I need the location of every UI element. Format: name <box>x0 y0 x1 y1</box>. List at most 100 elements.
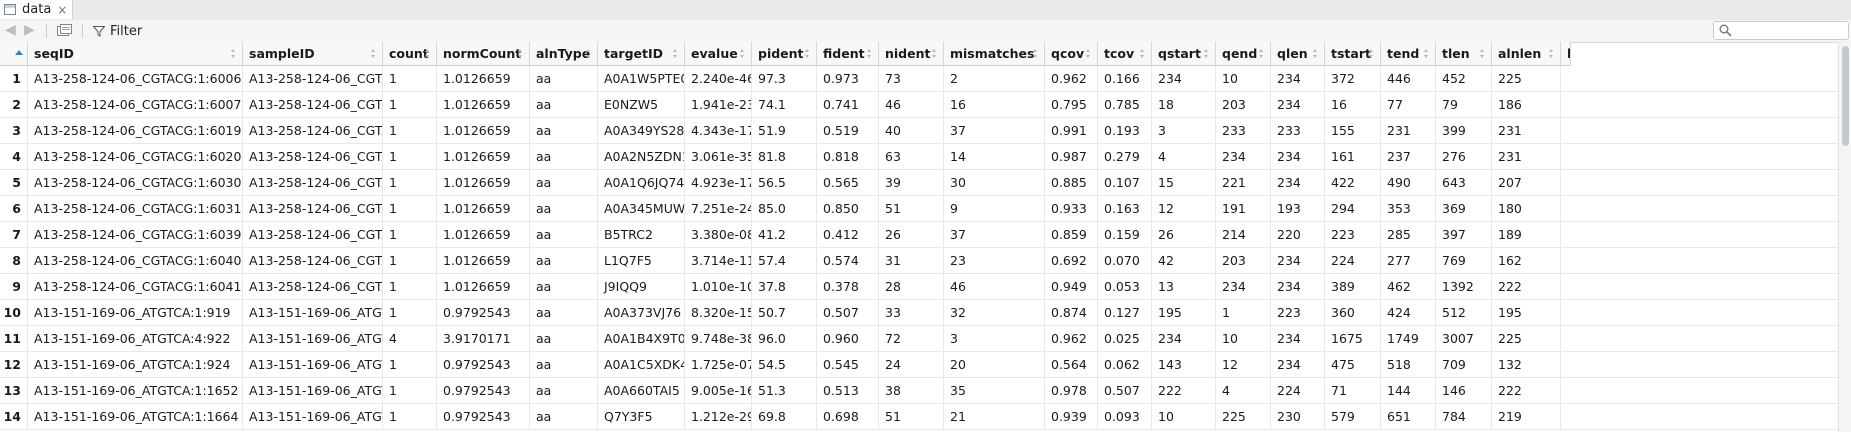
table-cell-qstart[interactable]: 143 <box>1152 352 1216 378</box>
table-cell-alnlen[interactable]: 162 <box>1492 248 1561 274</box>
table-cell-alntype[interactable]: aa <box>530 248 598 274</box>
table-cell-qend[interactable]: 191 <box>1216 196 1271 222</box>
table-cell-nident[interactable]: 72 <box>879 326 944 352</box>
table-cell-qcov[interactable]: 0.795 <box>1045 92 1098 118</box>
table-cell-tcov[interactable]: 0.507 <box>1098 378 1152 404</box>
column-header-mismatches[interactable]: mismatches <box>944 42 1045 66</box>
table-cell-count[interactable]: 1 <box>383 144 437 170</box>
table-cell-alntype[interactable]: aa <box>530 404 598 430</box>
table-cell-fident[interactable]: 0.565 <box>817 170 879 196</box>
table-cell-nident[interactable]: 31 <box>879 248 944 274</box>
table-cell-mismatches[interactable]: 9 <box>944 196 1045 222</box>
table-cell-tcov[interactable]: 0.166 <box>1098 66 1152 92</box>
table-cell-tlen[interactable]: 769 <box>1436 248 1492 274</box>
table-cell-targetid[interactable]: A0A1Q6JQ74 <box>598 170 685 196</box>
table-cell-qend[interactable]: 4 <box>1216 378 1271 404</box>
column-header-seqid[interactable]: seqID <box>28 42 243 66</box>
table-cell-alnlen[interactable]: 180 <box>1492 196 1561 222</box>
table-cell-tcov[interactable]: 0.107 <box>1098 170 1152 196</box>
table-cell-qlen[interactable]: 224 <box>1271 378 1325 404</box>
table-cell-mismatches[interactable]: 20 <box>944 352 1045 378</box>
table-cell-qcov[interactable]: 0.859 <box>1045 222 1098 248</box>
column-header-qcov[interactable]: qcov <box>1045 42 1098 66</box>
table-cell-evalue[interactable]: 8.320e-15 <box>685 300 752 326</box>
table-cell-seqid[interactable]: A13-258-124-06_CGTACG:1:6041 <box>28 274 243 300</box>
table-cell-targetid[interactable]: A0A660TAI5 <box>598 378 685 404</box>
table-cell-sampleid[interactable]: A13-151-169-06_ATGTCA <box>243 326 383 352</box>
table-cell-qstart[interactable]: 10 <box>1152 404 1216 430</box>
table-cell-sampleid[interactable]: A13-258-124-06_CGTACG <box>243 196 383 222</box>
table-cell-pident[interactable]: 37.8 <box>752 274 817 300</box>
table-cell-alntype[interactable]: aa <box>530 118 598 144</box>
table-cell-sampleid[interactable]: A13-258-124-06_CGTACG <box>243 222 383 248</box>
sort-icon[interactable] <box>1259 49 1264 59</box>
table-cell-tlen[interactable]: 784 <box>1436 404 1492 430</box>
table-cell-fident[interactable]: 0.545 <box>817 352 879 378</box>
column-header-nident[interactable]: nident <box>879 42 944 66</box>
table-cell-evalue[interactable]: 9.005e-16 <box>685 378 752 404</box>
column-header-tlen[interactable]: tlen <box>1436 42 1492 66</box>
table-cell-fident[interactable]: 0.698 <box>817 404 879 430</box>
table-cell-nident[interactable]: 40 <box>879 118 944 144</box>
table-cell-count[interactable]: 1 <box>383 66 437 92</box>
table-cell-normcount[interactable]: 1.0126659 <box>437 118 530 144</box>
table-cell-qend[interactable]: 221 <box>1216 170 1271 196</box>
table-cell-mismatches[interactable]: 21 <box>944 404 1045 430</box>
table-cell-count[interactable]: 4 <box>383 326 437 352</box>
table-cell-nident[interactable]: 24 <box>879 352 944 378</box>
table-cell-pident[interactable]: 69.8 <box>752 404 817 430</box>
table-cell-fident[interactable]: 0.378 <box>817 274 879 300</box>
table-cell-count[interactable]: 1 <box>383 248 437 274</box>
sort-icon[interactable] <box>1086 49 1091 59</box>
table-cell-tstart[interactable]: 294 <box>1325 196 1381 222</box>
table-cell-pident[interactable]: 96.0 <box>752 326 817 352</box>
table-cell-qend[interactable]: 234 <box>1216 274 1271 300</box>
table-cell-qlen[interactable]: 234 <box>1271 326 1325 352</box>
table-cell-qend[interactable]: 234 <box>1216 144 1271 170</box>
table-cell-nident[interactable]: 51 <box>879 404 944 430</box>
table-cell-qlen[interactable]: 230 <box>1271 404 1325 430</box>
table-cell-count[interactable]: 1 <box>383 404 437 430</box>
table-cell-tend[interactable]: 518 <box>1381 352 1436 378</box>
table-cell-nident[interactable]: 38 <box>879 378 944 404</box>
table-cell-fident[interactable]: 0.850 <box>817 196 879 222</box>
vertical-scrollbar[interactable] <box>1838 42 1851 432</box>
table-cell-tstart[interactable]: 161 <box>1325 144 1381 170</box>
table-cell-normcount[interactable]: 0.9792543 <box>437 404 530 430</box>
table-cell-mismatches[interactable]: 16 <box>944 92 1045 118</box>
column-header-sampleid[interactable]: sampleID <box>243 42 383 66</box>
table-cell-alntype[interactable]: aa <box>530 274 598 300</box>
sort-icon[interactable] <box>425 49 430 59</box>
table-cell-targetid[interactable]: B5TRC2 <box>598 222 685 248</box>
table-cell-targetid[interactable]: Q7Y3F5 <box>598 404 685 430</box>
arrow-left-icon[interactable]: ◀ <box>5 22 16 38</box>
sort-icon[interactable] <box>231 49 236 59</box>
table-cell-tlen[interactable]: 452 <box>1436 66 1492 92</box>
sort-icon[interactable] <box>1549 49 1554 59</box>
column-header-qlen[interactable]: qlen <box>1271 42 1325 66</box>
table-cell-tlen[interactable]: 369 <box>1436 196 1492 222</box>
table-cell-tstart[interactable]: 16 <box>1325 92 1381 118</box>
filter-button[interactable]: Filter <box>93 22 142 40</box>
column-header-evalue[interactable]: evalue <box>685 42 752 66</box>
column-header-tstart[interactable]: tstart <box>1325 42 1381 66</box>
sort-icon[interactable] <box>1313 49 1318 59</box>
table-cell-count[interactable]: 1 <box>383 170 437 196</box>
column-header-qstart[interactable]: qstart <box>1152 42 1216 66</box>
table-cell-count[interactable]: 1 <box>383 222 437 248</box>
table-cell-tcov[interactable]: 0.127 <box>1098 300 1152 326</box>
table-cell-evalue[interactable]: 7.251e-24 <box>685 196 752 222</box>
table-cell-tend[interactable]: 651 <box>1381 404 1436 430</box>
open-in-window-icon[interactable] <box>57 24 72 37</box>
table-cell-targetid[interactable]: L1Q7F5 <box>598 248 685 274</box>
table-cell-tcov[interactable]: 0.159 <box>1098 222 1152 248</box>
table-cell-normcount[interactable]: 0.9792543 <box>437 352 530 378</box>
table-cell-nident[interactable]: 28 <box>879 274 944 300</box>
table-cell-qcov[interactable]: 0.991 <box>1045 118 1098 144</box>
arrow-right-icon[interactable]: ▶ <box>24 22 35 38</box>
column-header-normcount[interactable]: normCount <box>437 42 530 66</box>
table-cell-nident[interactable]: 63 <box>879 144 944 170</box>
table-cell-mismatches[interactable]: 23 <box>944 248 1045 274</box>
table-cell-sampleid[interactable]: A13-258-124-06_CGTACG <box>243 248 383 274</box>
table-cell-seqid[interactable]: A13-258-124-06_CGTACG:1:6006 <box>28 66 243 92</box>
